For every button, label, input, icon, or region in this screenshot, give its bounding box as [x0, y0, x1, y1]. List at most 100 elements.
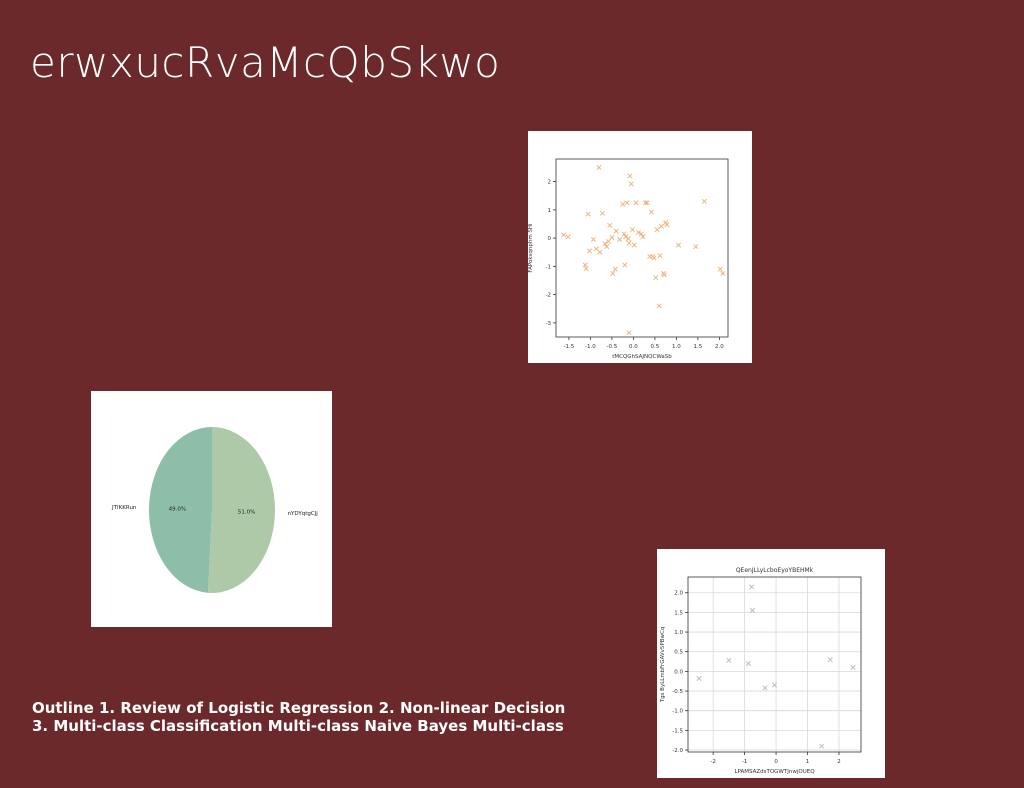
- data-point-stroke: [720, 270, 726, 276]
- y-tick-label: 1.0: [674, 630, 683, 636]
- y-tick-label: -2: [546, 293, 551, 299]
- x-tick-label: -1.0: [585, 344, 596, 350]
- data-point: [612, 266, 618, 272]
- data-point: [644, 200, 650, 206]
- data-point-stroke: [661, 272, 667, 278]
- x-tick-label: -0.5: [607, 344, 618, 350]
- pie-chart: 49.0% JTIKKRun 51.0% nYDYqtgCJj: [91, 391, 332, 627]
- data-point: [626, 240, 632, 246]
- data-point-stroke: [693, 244, 699, 250]
- data-point-stroke: [745, 660, 751, 667]
- data-point: [628, 181, 634, 187]
- data-point: [587, 248, 593, 254]
- x-axis-label: tMCQGhSAJNQCWaSb: [612, 354, 672, 360]
- data-point: [605, 238, 611, 245]
- data-point-stroke: [726, 657, 732, 663]
- data-point: [617, 237, 623, 243]
- data-point-stroke: [827, 657, 833, 663]
- data-point: [621, 231, 627, 237]
- data-point: [622, 262, 628, 268]
- data-point: [819, 743, 825, 749]
- data-point: [653, 275, 659, 281]
- data-point-stroke: [605, 238, 611, 245]
- x-tick-label: 2: [837, 759, 841, 765]
- data-point-stroke: [850, 664, 856, 670]
- x-tick-label: 1.0: [672, 344, 681, 350]
- y-tick-label: -2.0: [672, 748, 683, 754]
- data-point-stroke: [701, 198, 707, 204]
- data-point: [656, 303, 662, 309]
- data-point-stroke: [621, 231, 627, 237]
- y-tick-label: -0.5: [672, 689, 683, 695]
- data-point-stroke: [582, 262, 588, 268]
- data-point-stroke: [596, 164, 602, 170]
- outline-line-1: Outline 1. Review of Logistic Regression…: [32, 699, 566, 717]
- data-point: [624, 200, 630, 206]
- data-point: [583, 266, 589, 272]
- data-point: [561, 232, 567, 238]
- data-point: [745, 660, 751, 667]
- outline-line-2: 3. Multi-class Classification Multi-clas…: [32, 717, 564, 735]
- pie-slice: [208, 427, 276, 593]
- x-tick-label: -1.5: [564, 344, 575, 350]
- data-point-stroke: [749, 584, 755, 590]
- x-tick-label: 2.0: [715, 344, 724, 350]
- data-point: [771, 682, 778, 688]
- x-tick-label: 1: [806, 759, 810, 765]
- data-point: [613, 228, 619, 234]
- data-point-stroke: [657, 253, 663, 259]
- data-point: [609, 235, 615, 241]
- data-point-stroke: [762, 685, 768, 691]
- data-point-stroke: [664, 222, 670, 228]
- data-point-stroke: [717, 266, 723, 272]
- plot-frame: [555, 158, 729, 338]
- data-point: [585, 211, 591, 217]
- y-tick-label: 0.0: [674, 669, 683, 675]
- data-point: [642, 200, 648, 206]
- data-point: [693, 244, 699, 250]
- data-point: [654, 227, 660, 233]
- data-point-stroke: [676, 242, 682, 248]
- x-tick-label: 0.0: [629, 344, 638, 350]
- data-point-stroke: [613, 228, 619, 234]
- data-point-stroke: [656, 303, 662, 309]
- data-point-stroke: [640, 234, 646, 240]
- data-point: [590, 237, 596, 243]
- data-point-stroke: [620, 201, 626, 207]
- data-point: [657, 253, 663, 259]
- pie-category-label: nYDYqtgCJj: [288, 511, 319, 517]
- data-point-stroke: [626, 240, 632, 246]
- y-tick-label: -3: [546, 321, 552, 327]
- data-point: [749, 584, 755, 590]
- x-tick-label: -1: [742, 759, 747, 765]
- data-point: [676, 242, 682, 248]
- data-point: [749, 607, 756, 613]
- y-tick-label: 1.5: [674, 610, 683, 616]
- data-point: [638, 231, 644, 237]
- data-point-stroke: [642, 200, 648, 206]
- data-point-stroke: [597, 249, 603, 255]
- y-tick-label: -1.5: [672, 728, 683, 734]
- scatter-chart-top: -1.5 -1.0 -0.5 0.0 0.5 1.0 1.5 2.0 -3 -2 -1 0 1 2 tMCQ…: [528, 131, 752, 363]
- data-point: [582, 262, 588, 268]
- data-point-stroke: [565, 234, 571, 240]
- data-point: [631, 242, 637, 248]
- y-tick-label: -1: [546, 264, 551, 270]
- y-tick-label: 2: [548, 180, 552, 186]
- data-point-stroke: [602, 241, 608, 247]
- data-point: [850, 664, 856, 670]
- data-point-stroke: [625, 236, 631, 242]
- y-axis-label: Tgs ByLLmbFrGAVv5PBwCq: [660, 627, 666, 704]
- data-point-stroke: [630, 227, 636, 233]
- data-point-stroke: [631, 242, 637, 248]
- data-point: [726, 657, 732, 663]
- data-point-stroke: [590, 237, 596, 243]
- pie-category-label: JTIKKRun: [111, 505, 137, 511]
- pie-slice: [149, 427, 212, 593]
- data-point-stroke: [561, 232, 567, 238]
- data-point-stroke: [819, 743, 825, 749]
- data-point-stroke: [644, 200, 650, 206]
- data-point: [661, 272, 667, 278]
- data-point: [640, 234, 646, 240]
- data-point-stroke: [628, 181, 634, 187]
